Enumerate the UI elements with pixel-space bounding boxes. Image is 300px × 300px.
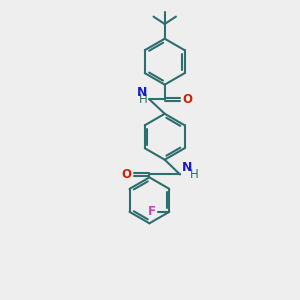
Text: H: H [139, 93, 148, 106]
Text: O: O [182, 93, 192, 106]
Text: H: H [190, 168, 199, 181]
Text: O: O [122, 168, 132, 181]
Text: F: F [148, 205, 156, 218]
Text: N: N [137, 86, 148, 99]
Text: N: N [182, 161, 192, 174]
